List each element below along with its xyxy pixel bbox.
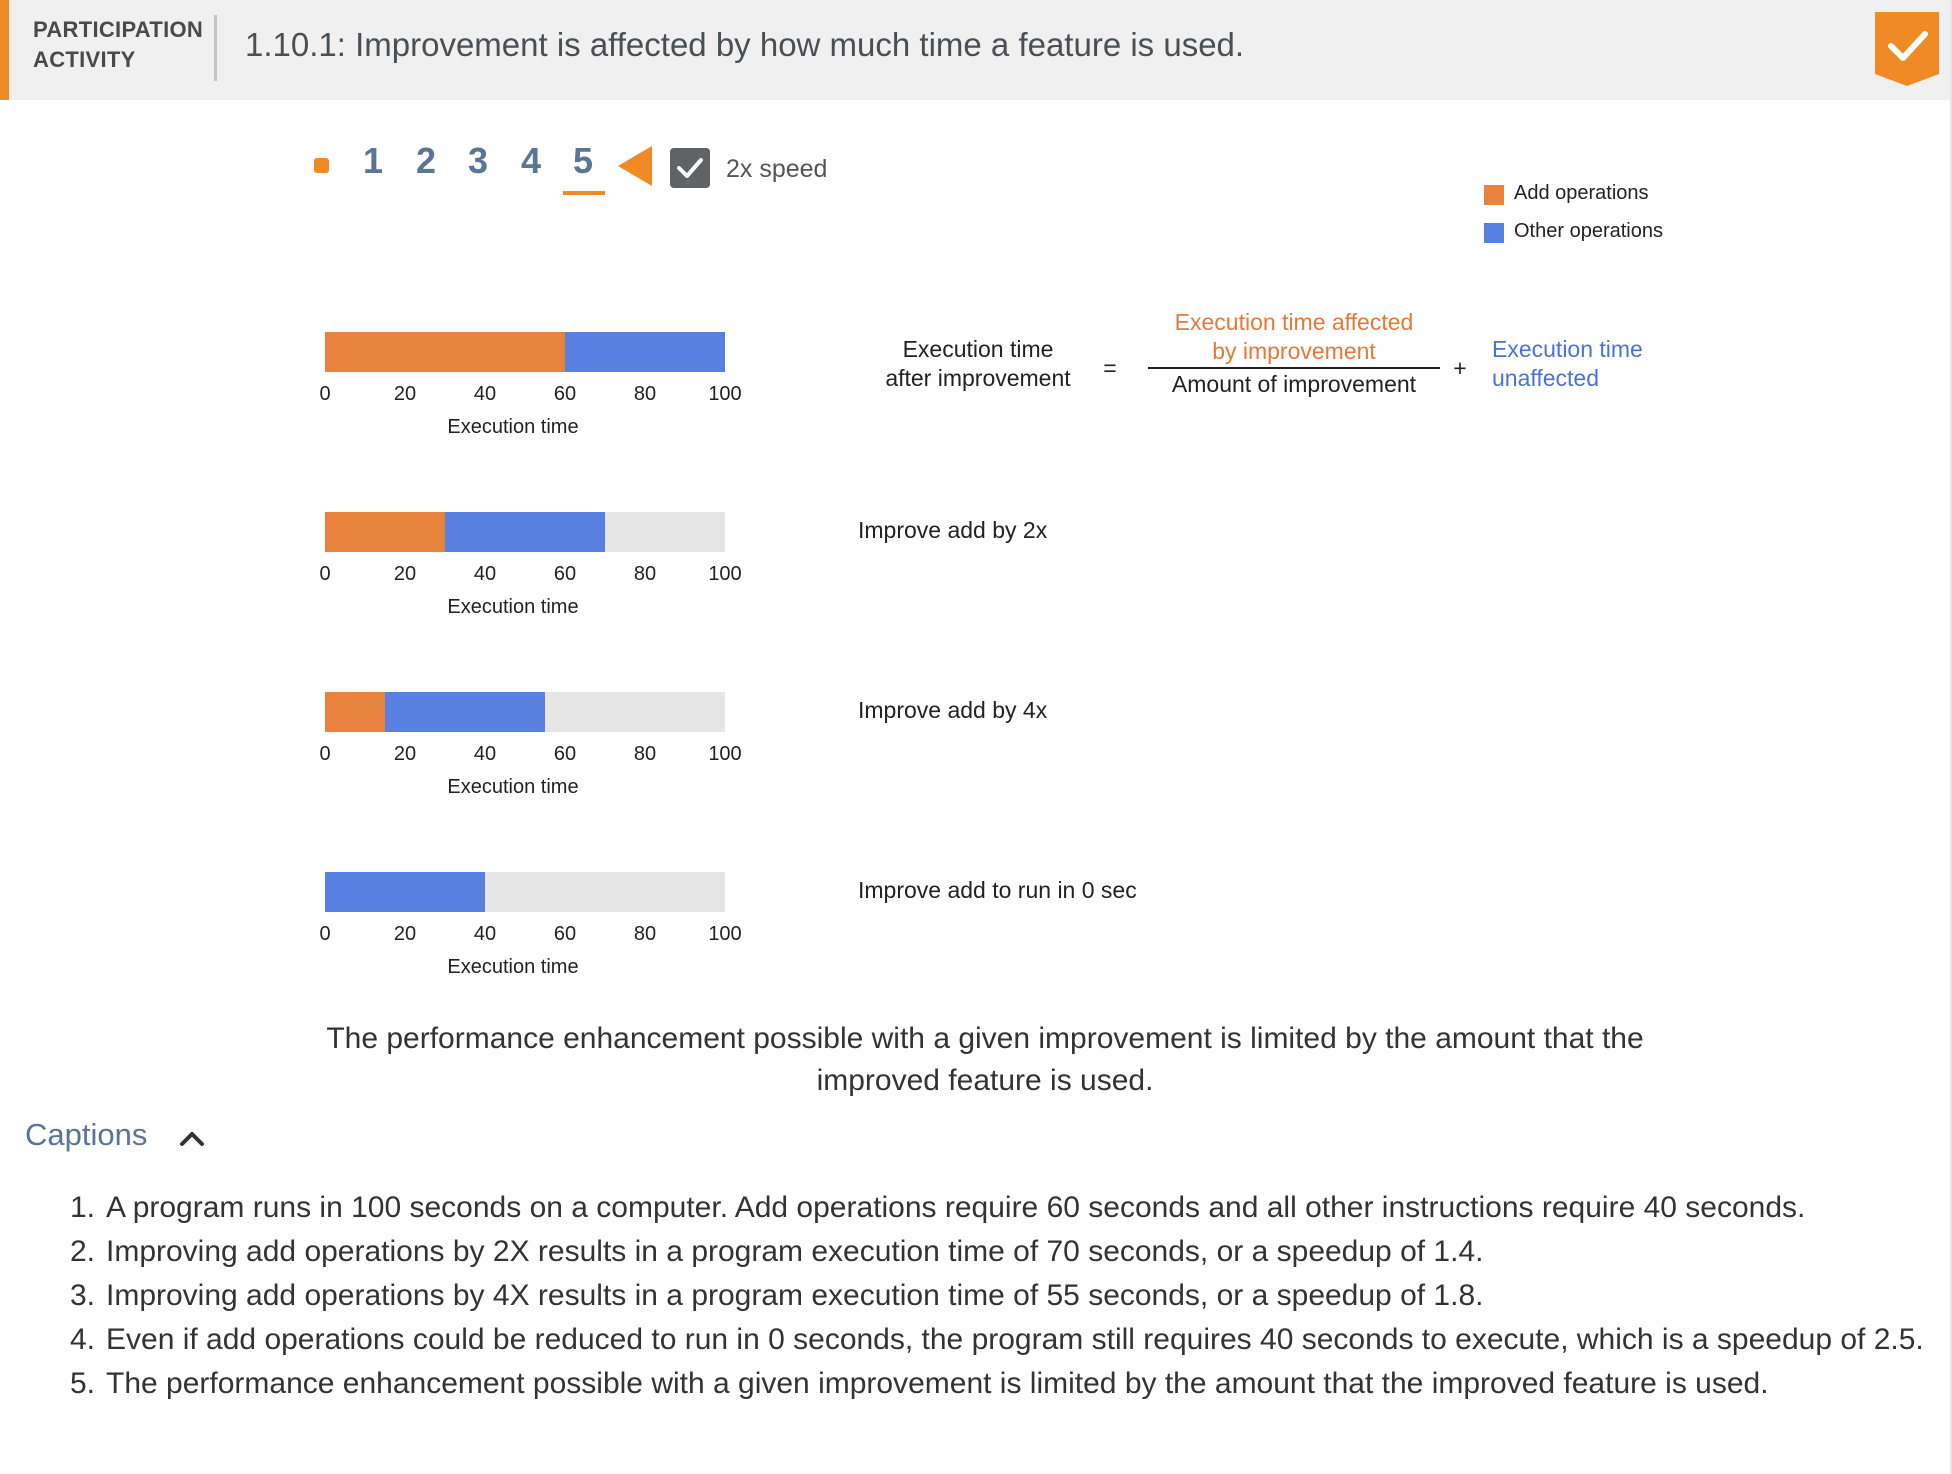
- equation-rhs-line2: unaffected: [1492, 365, 1600, 391]
- x-tick-label: 40: [474, 383, 496, 405]
- caption-number: 2.: [70, 1235, 96, 1268]
- x-tick-label: 60: [554, 383, 576, 405]
- caption-item: 2. Improving add operations by 2X result…: [70, 1230, 1930, 1274]
- speed-label: 2x speed: [726, 155, 828, 183]
- improve-label-2x: Improve add by 2x: [858, 517, 1048, 543]
- animation-summary: The performance enhancement possible wit…: [326, 1022, 1644, 1097]
- equation-equals: =: [1103, 355, 1117, 381]
- header-label-line1: PARTICIPATION: [33, 17, 204, 42]
- page-right-border: [1950, 0, 1952, 1474]
- captions-list: 1. A program runs in 100 seconds on a co…: [70, 1186, 1930, 1406]
- x-tick-label: 20: [394, 923, 416, 945]
- start-button[interactable]: [314, 158, 329, 173]
- equation-denominator: Amount of improvement: [1171, 371, 1417, 397]
- x-tick-label: 100: [708, 923, 741, 945]
- caption-text: The performance enhancement possible wit…: [106, 1367, 1769, 1400]
- caption-text: Improving add operations by 4X results i…: [106, 1279, 1484, 1312]
- x-tick-label: 20: [394, 743, 416, 765]
- activity-header: PARTICIPATION ACTIVITY 1.10.1: Improveme…: [0, 0, 1952, 100]
- caption-item: 3. Improving add operations by 4X result…: [70, 1274, 1930, 1318]
- legend-label-add: Add operations: [1514, 182, 1649, 204]
- bar-add-operations: [325, 332, 565, 372]
- x-tick-label: 80: [634, 923, 656, 945]
- x-tick-label: 60: [554, 743, 576, 765]
- x-tick-label: 80: [634, 743, 656, 765]
- captions-toggle[interactable]: Captions: [25, 1117, 148, 1152]
- play-back-icon[interactable]: [618, 146, 652, 186]
- legend-label-other: Other operations: [1514, 220, 1663, 242]
- x-tick-label: 40: [474, 563, 496, 585]
- equation-numerator-line1: Execution time affected: [1174, 309, 1414, 335]
- caption-text: A program runs in 100 seconds on a compu…: [106, 1191, 1806, 1224]
- bar-other-operations: [325, 872, 485, 912]
- chevron-up-icon[interactable]: [178, 1128, 206, 1148]
- x-tick-label: 100: [708, 383, 741, 405]
- caption-item: 5. The performance enhancement possible …: [70, 1362, 1930, 1406]
- step-3-button[interactable]: 3: [467, 140, 489, 181]
- x-tick-label: 20: [394, 563, 416, 585]
- current-step-indicator: [563, 191, 605, 195]
- step-1-button[interactable]: 1: [362, 140, 384, 181]
- x-tick-label: 40: [474, 743, 496, 765]
- caption-item: 1. A program runs in 100 seconds on a co…: [70, 1186, 1930, 1230]
- x-tick-label: 100: [708, 743, 741, 765]
- equation-rhs: Execution time unaffected: [1492, 335, 1643, 393]
- execution-time-charts: 0 20 40 60 80 100 Execution time 0 20 40 60 80 100 Ex…: [319, 332, 742, 978]
- x-axis-label: Execution time: [447, 596, 578, 618]
- x-tick-label: 60: [554, 563, 576, 585]
- improve-label-4x: Improve add by 4x: [858, 697, 1048, 723]
- header-label-line2: ACTIVITY: [33, 47, 136, 72]
- x-axis-label: Execution time: [447, 956, 578, 978]
- caption-number: 5.: [70, 1367, 96, 1400]
- participation-activity-label: PARTICIPATION ACTIVITY: [33, 15, 203, 75]
- x-tick-label: 0: [319, 743, 330, 765]
- bar-other-operations: [565, 332, 725, 372]
- equation-lhs-line2: after improvement: [885, 365, 1071, 391]
- equation-numerator-line2: by improvement: [1212, 338, 1376, 364]
- x-tick-label: 0: [319, 923, 330, 945]
- step-2-button[interactable]: 2: [415, 140, 437, 181]
- caption-number: 4.: [70, 1323, 96, 1356]
- equation-numerator: Execution time affected by improvement: [1148, 308, 1440, 366]
- caption-text: Even if add operations could be reduced …: [106, 1323, 1924, 1356]
- speed-checkbox[interactable]: [670, 148, 710, 188]
- fraction-bar: [1148, 367, 1440, 369]
- bar-add-operations: [325, 692, 385, 732]
- x-tick-label: 80: [634, 383, 656, 405]
- caption-text: Improving add operations by 2X results i…: [106, 1235, 1484, 1268]
- activity-title: 1.10.1: Improvement is affected by how m…: [245, 26, 1245, 63]
- step-4-button[interactable]: 4: [520, 140, 542, 181]
- equation-lhs-line1: Execution time: [902, 336, 1054, 362]
- x-tick-label: 40: [474, 923, 496, 945]
- step-5-button[interactable]: 5: [572, 140, 594, 181]
- x-tick-label: 100: [708, 563, 741, 585]
- equation-rhs-line1: Execution time: [1492, 336, 1643, 362]
- completed-check-icon: [1875, 12, 1939, 86]
- header-divider: [214, 15, 217, 81]
- improve-label-0sec: Improve add to run in 0 sec: [858, 877, 1137, 903]
- caption-item: 4. Even if add operations could be reduc…: [70, 1318, 1930, 1362]
- equation-plus: +: [1453, 355, 1467, 381]
- caption-number: 3.: [70, 1279, 96, 1312]
- x-tick-label: 80: [634, 563, 656, 585]
- x-tick-label: 0: [319, 383, 330, 405]
- caption-number: 1.: [70, 1191, 96, 1224]
- bar-add-operations: [325, 512, 445, 552]
- bar-other-operations: [445, 512, 605, 552]
- x-axis-label: Execution time: [447, 776, 578, 798]
- equation-lhs: Execution time after improvement: [868, 335, 1088, 393]
- legend-swatch-other: [1484, 223, 1504, 243]
- x-tick-label: 20: [394, 383, 416, 405]
- legend-swatch-add: [1484, 185, 1504, 205]
- x-axis-label: Execution time: [447, 416, 578, 438]
- bar-other-operations: [385, 692, 545, 732]
- x-tick-label: 0: [319, 563, 330, 585]
- x-tick-label: 60: [554, 923, 576, 945]
